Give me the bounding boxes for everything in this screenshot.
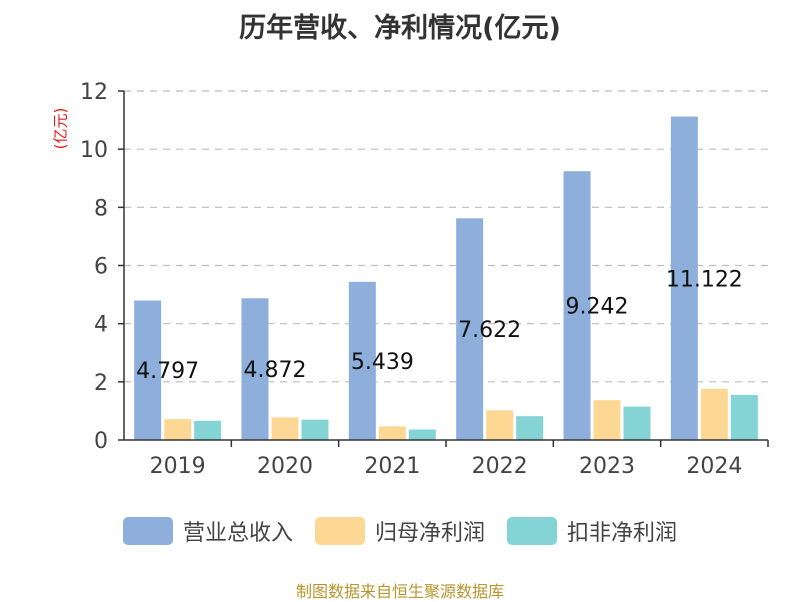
legend-item[interactable]: 扣非净利润 (507, 515, 677, 547)
gridlines (124, 90, 768, 383)
bar (378, 426, 406, 440)
data-label: 4.797 (136, 359, 199, 384)
data-label: 5.439 (351, 350, 414, 375)
bars (134, 116, 758, 441)
legend-swatch (314, 517, 365, 545)
bar (563, 171, 591, 440)
bar (700, 388, 728, 440)
bar (301, 419, 329, 440)
legend: 营业总收入 归母净利润 扣非净利润 (0, 515, 800, 547)
x-tick-label: 2023 (579, 454, 635, 479)
y-tick-label: 10 (80, 138, 108, 163)
y-tick-label: 0 (94, 429, 108, 454)
bar (670, 116, 698, 441)
legend-swatch (507, 517, 557, 545)
x-tick-label: 2020 (257, 454, 313, 479)
legend-label: 归母净利润 (374, 521, 485, 546)
chart-title: 历年营收、净利情况(亿元) (239, 13, 561, 44)
y-tick-label: 8 (94, 196, 108, 221)
bar (486, 410, 514, 440)
bar (593, 400, 621, 440)
legend-swatch (122, 517, 173, 545)
axes: 0 2 4 6 8 10 12 2019 2020 2021 2022 2023 2024 (80, 80, 769, 479)
legend-label: 营业总收入 (182, 521, 293, 546)
bar (623, 406, 651, 440)
data-labels: 4.797 4.872 5.439 7.622 9.242 11.122 (136, 267, 743, 384)
data-source-note: 制图数据来自恒生聚源数据库 (295, 582, 504, 601)
bar (241, 298, 269, 440)
bar (164, 419, 192, 440)
bar (408, 429, 436, 440)
legend-item[interactable]: 归母净利润 (314, 515, 485, 547)
legend-item[interactable]: 营业总收入 (122, 515, 293, 547)
data-label: 9.242 (566, 295, 629, 320)
y-tick-label: 2 (94, 371, 108, 396)
data-label: 7.622 (458, 318, 521, 343)
x-tick-label: 2019 (150, 454, 206, 479)
bar (730, 394, 758, 440)
bar (134, 300, 162, 440)
data-label: 11.122 (666, 267, 743, 292)
x-tick-label: 2021 (364, 454, 420, 479)
legend-label: 扣非净利润 (567, 521, 678, 546)
x-tick-label: 2022 (472, 454, 528, 479)
bar (271, 417, 299, 440)
bar (348, 281, 376, 440)
y-tick-label: 4 (94, 313, 108, 338)
x-tick-label: 2024 (686, 454, 742, 479)
data-label: 4.872 (244, 358, 307, 383)
bar (456, 218, 484, 440)
bar (194, 420, 222, 440)
y-tick-label: 12 (80, 80, 108, 105)
y-tick-label: 6 (94, 255, 108, 280)
bar (516, 416, 544, 440)
